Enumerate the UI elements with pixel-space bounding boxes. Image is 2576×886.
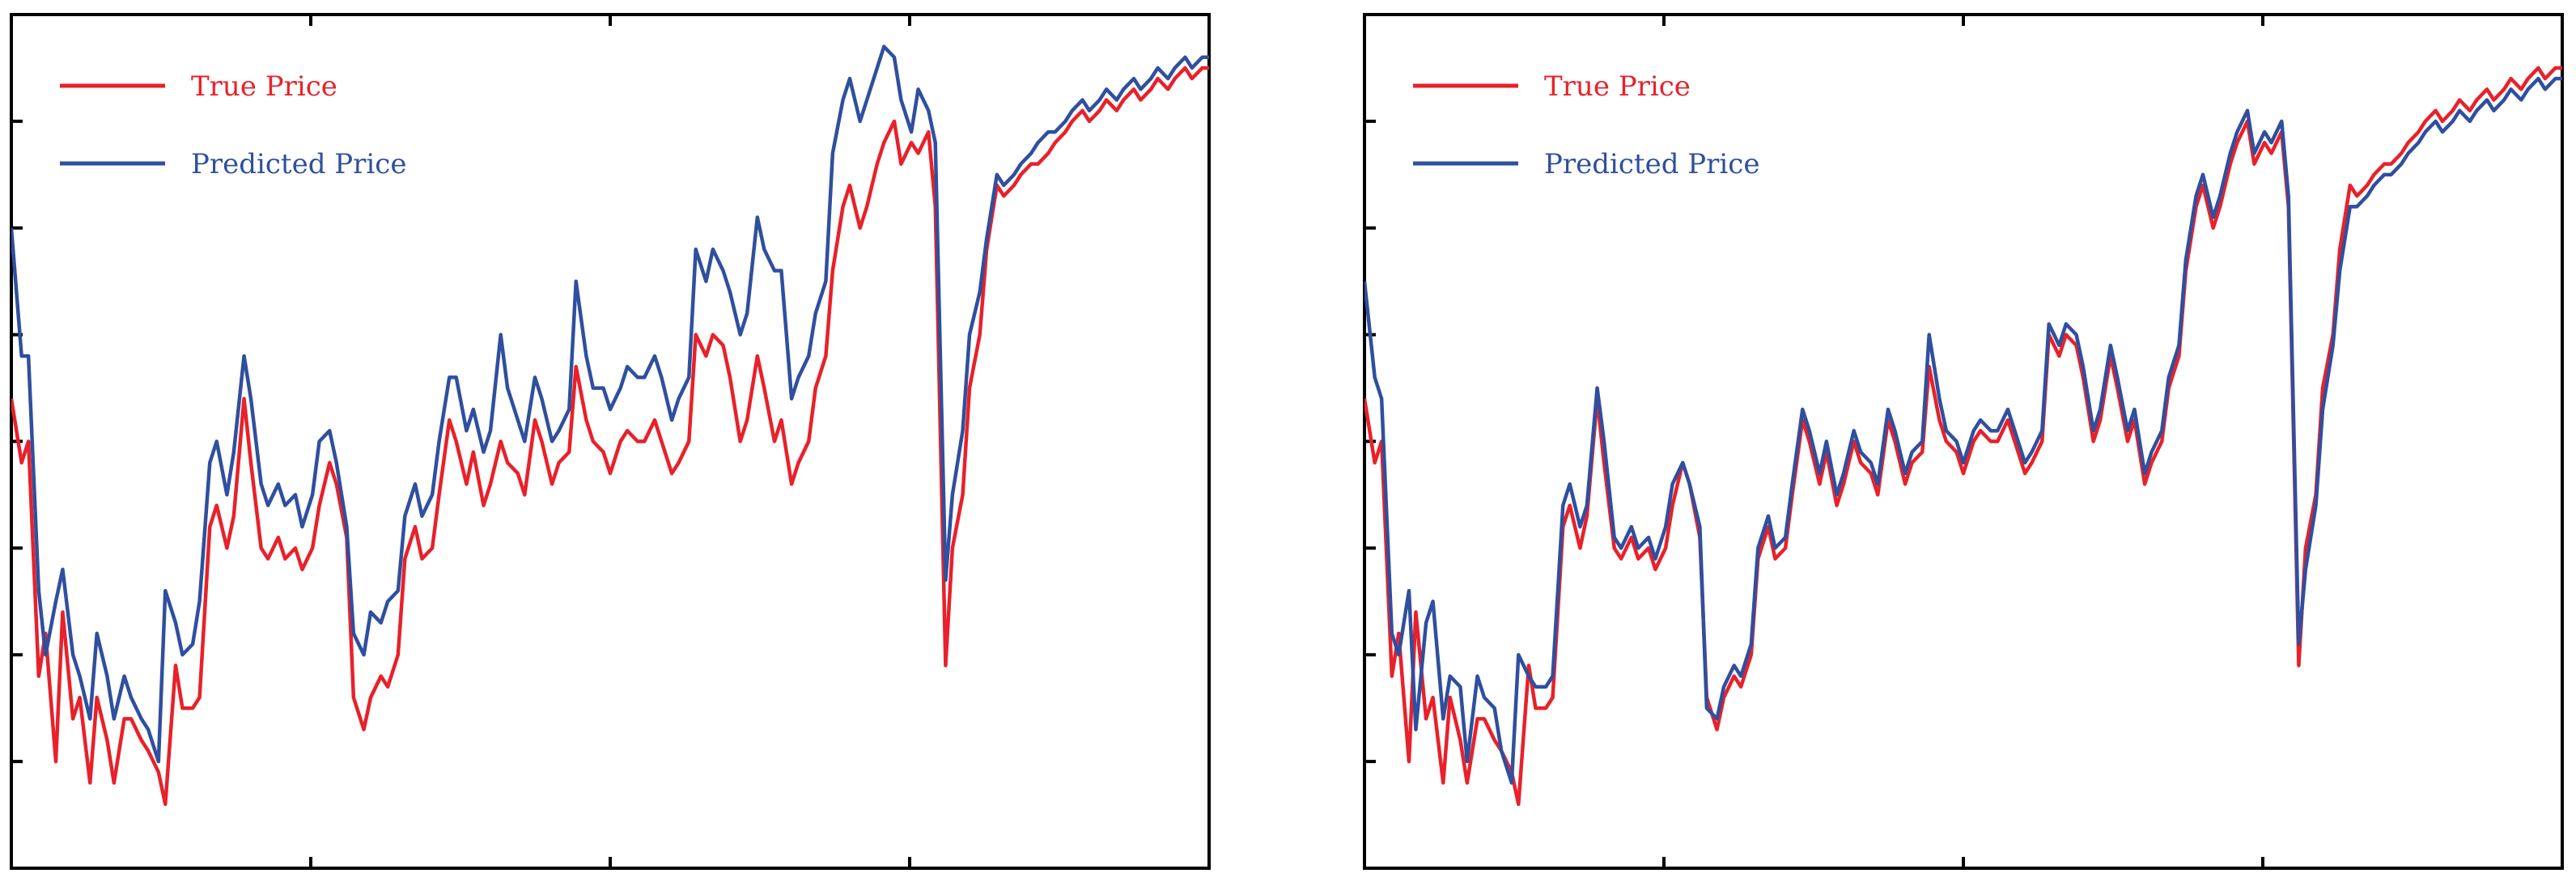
plot-frame xyxy=(10,13,1211,870)
predicted-price-line xyxy=(1364,76,2562,785)
plot-frame xyxy=(1363,13,2564,870)
true-price-line xyxy=(11,66,1209,807)
left-chart-panel: True Price Predicted Price xyxy=(10,13,1211,870)
right-chart-panel: True Price Predicted Price xyxy=(1363,13,2564,870)
legend-true-label: True Price xyxy=(191,70,337,103)
true-price-line xyxy=(1364,66,2562,807)
legend: True Price Predicted Price xyxy=(60,70,406,180)
legend-true-label: True Price xyxy=(1544,70,1691,103)
predicted-price-line xyxy=(11,45,1209,764)
legend: True Price Predicted Price xyxy=(1413,70,1759,180)
legend-predicted-label: Predicted Price xyxy=(191,148,406,180)
legend-predicted-label: Predicted Price xyxy=(1544,148,1759,180)
